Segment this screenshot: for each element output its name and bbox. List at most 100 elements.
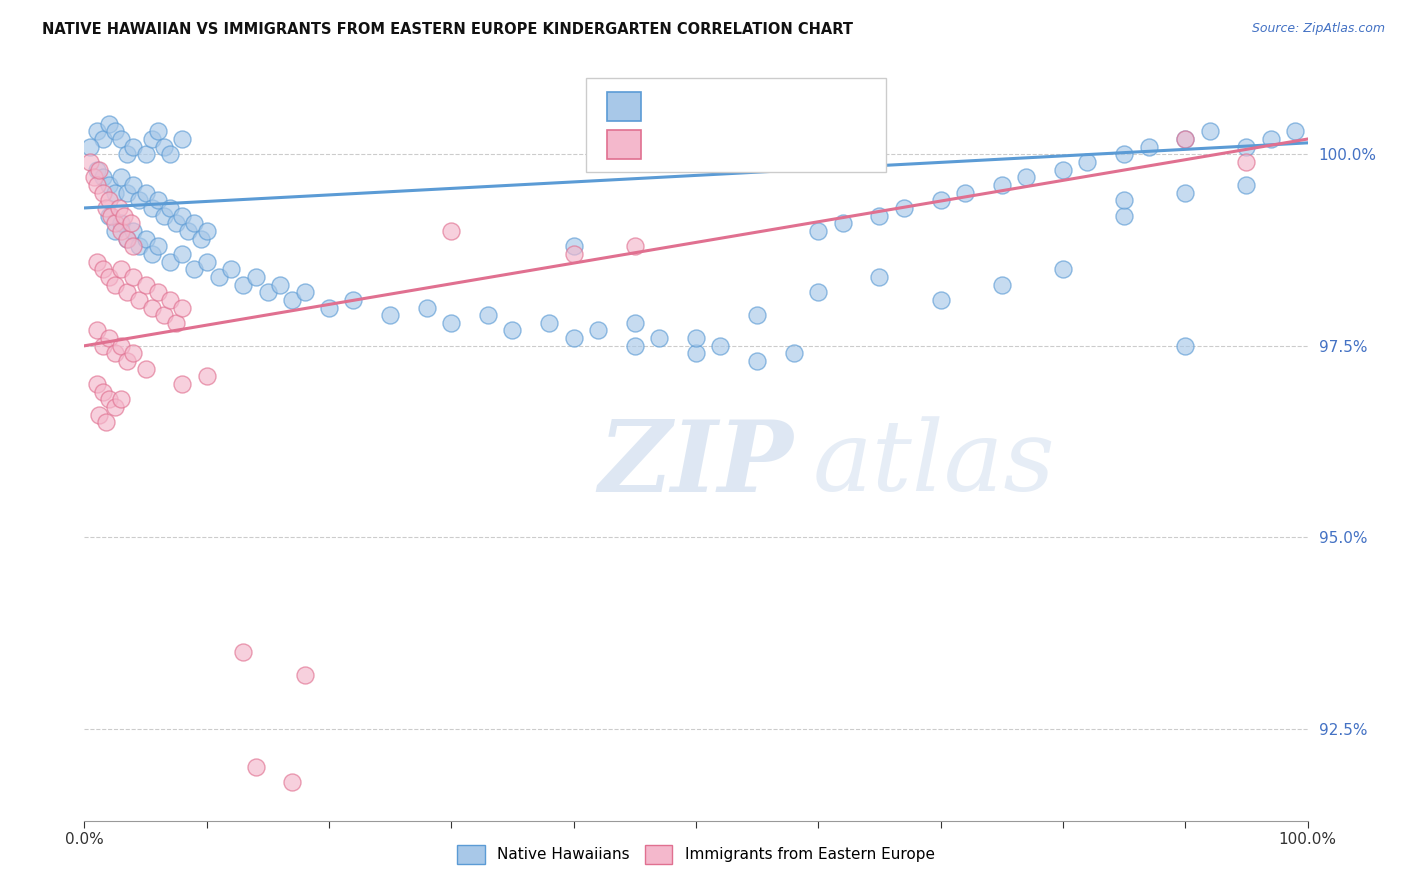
Point [342, 293, 364, 307]
Text: Source: ZipAtlas.com: Source: ZipAtlas.com [1251, 22, 1385, 36]
Point [232, 277, 254, 292]
Point [110, 132, 132, 146]
Point [1236, 139, 1258, 153]
Point [141, 247, 163, 261]
Point [91, 132, 114, 146]
Point [91, 262, 114, 277]
Point [115, 354, 138, 368]
Point [122, 269, 145, 284]
Point [245, 269, 267, 284]
Point [1015, 170, 1038, 185]
Point [1052, 262, 1074, 277]
Point [146, 194, 169, 208]
Point [104, 124, 127, 138]
Point [929, 194, 952, 208]
Point [709, 339, 731, 353]
Point [86, 178, 108, 192]
Point [685, 346, 707, 360]
Point [104, 216, 127, 230]
Text: R = 0.299   N = 56: R = 0.299 N = 56 [655, 130, 839, 149]
Text: atlas: atlas [813, 417, 1054, 512]
Point [281, 775, 304, 789]
Point [146, 124, 169, 138]
Point [100, 209, 122, 223]
Point [86, 162, 108, 177]
Point [183, 216, 205, 230]
Point [135, 186, 157, 200]
Point [91, 186, 114, 200]
Point [110, 262, 132, 277]
Point [1174, 132, 1197, 146]
Point [831, 216, 853, 230]
Point [1260, 132, 1282, 146]
Point [562, 239, 585, 253]
Point [165, 316, 187, 330]
Point [112, 209, 135, 223]
Point [122, 224, 145, 238]
Point [893, 201, 915, 215]
Point [91, 339, 114, 353]
Point [190, 231, 212, 245]
Point [79, 139, 101, 153]
Point [1174, 339, 1197, 353]
Point [96, 201, 118, 215]
Point [83, 170, 105, 185]
Point [135, 361, 157, 376]
Point [159, 293, 181, 307]
Point [440, 224, 463, 238]
Point [159, 201, 181, 215]
Point [869, 209, 891, 223]
Point [104, 186, 127, 200]
Point [172, 377, 194, 392]
Point [440, 316, 463, 330]
Point [195, 254, 218, 268]
Point [177, 224, 200, 238]
Point [115, 186, 138, 200]
Point [172, 247, 194, 261]
Point [110, 392, 132, 407]
Point [502, 324, 524, 338]
Point [135, 277, 157, 292]
Point [86, 254, 108, 268]
Point [86, 124, 108, 138]
Point [807, 285, 830, 300]
Point [91, 170, 114, 185]
Point [195, 369, 218, 384]
Point [120, 216, 142, 230]
Point [146, 285, 169, 300]
Point [172, 132, 194, 146]
Point [1284, 124, 1306, 138]
Point [294, 285, 316, 300]
Point [97, 194, 120, 208]
Point [562, 247, 585, 261]
Text: ZIP: ZIP [598, 416, 793, 513]
Point [122, 139, 145, 153]
Point [141, 132, 163, 146]
Point [110, 224, 132, 238]
Point [1114, 209, 1136, 223]
Point [232, 645, 254, 659]
Point [97, 392, 120, 407]
Point [1076, 155, 1098, 169]
Point [1236, 155, 1258, 169]
Point [685, 331, 707, 345]
Point [1174, 186, 1197, 200]
Point [97, 209, 120, 223]
Bar [606, 130, 641, 159]
Point [141, 301, 163, 315]
Point [1114, 194, 1136, 208]
Point [104, 224, 127, 238]
Point [624, 316, 647, 330]
Point [586, 324, 609, 338]
Point [110, 170, 132, 185]
Point [135, 231, 157, 245]
Point [562, 331, 585, 345]
Point [183, 262, 205, 277]
Text: R = 0.338   N = 115: R = 0.338 N = 115 [655, 93, 852, 111]
Point [991, 178, 1014, 192]
Point [122, 178, 145, 192]
Point [159, 254, 181, 268]
Point [1114, 147, 1136, 161]
Point [153, 308, 176, 322]
Point [195, 224, 218, 238]
